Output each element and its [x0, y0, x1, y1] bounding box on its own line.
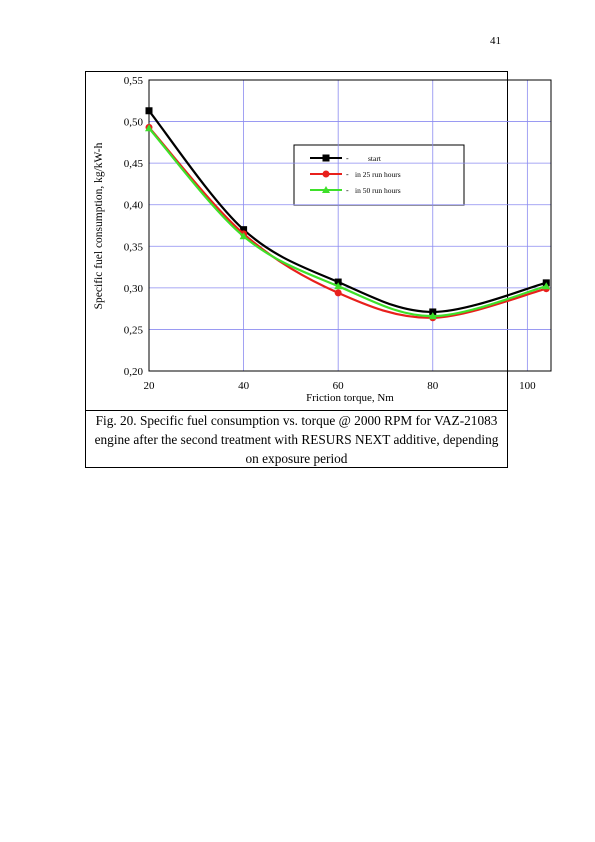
y-tick-label: 0,55: [124, 75, 144, 87]
plot-border: [148, 79, 552, 372]
x-tick-label: 40: [238, 380, 250, 392]
marker: [322, 154, 330, 162]
y-tick-label: 0,20: [124, 366, 144, 378]
marker: [145, 124, 153, 132]
marker: [322, 170, 330, 178]
legend-dash: -: [346, 170, 349, 179]
marker: [240, 226, 248, 234]
y-tick-label: 0,45: [124, 158, 144, 170]
page-number: 41: [490, 35, 501, 47]
marker: [334, 289, 342, 297]
x-tick-label: 20: [144, 380, 156, 392]
legend-label: in 25 run hours: [355, 170, 401, 179]
marker: [145, 107, 153, 115]
y-tick-label: 0,40: [124, 200, 144, 212]
marker: [542, 282, 551, 290]
marker: [428, 312, 437, 320]
x-tick-label: 100: [519, 380, 536, 392]
y-tick-label: 0,25: [124, 324, 144, 336]
marker: [239, 232, 248, 240]
legend-dash: -: [346, 186, 349, 195]
marker: [334, 282, 343, 290]
marker: [322, 186, 330, 193]
y-tick-label: 0,35: [124, 241, 144, 253]
y-tick-label: 0,50: [124, 117, 144, 129]
legend-label: start: [368, 154, 382, 163]
legend-label: in 50 run hours: [355, 186, 401, 195]
marker: [334, 278, 342, 286]
y-axis-label: Specific fuel consumption, kg/kW-h: [93, 142, 105, 309]
y-tick-label: 0,30: [124, 283, 144, 295]
legend-dash: -: [346, 154, 349, 163]
marker: [429, 308, 437, 316]
caption: Fig. 20. Specific fuel consumption vs. t…: [85, 410, 508, 468]
x-tick-label: 80: [427, 380, 439, 392]
x-tick-label: 60: [333, 380, 345, 392]
x-axis-label: Friction torque, Nm: [306, 392, 394, 404]
series-line: [148, 110, 547, 314]
